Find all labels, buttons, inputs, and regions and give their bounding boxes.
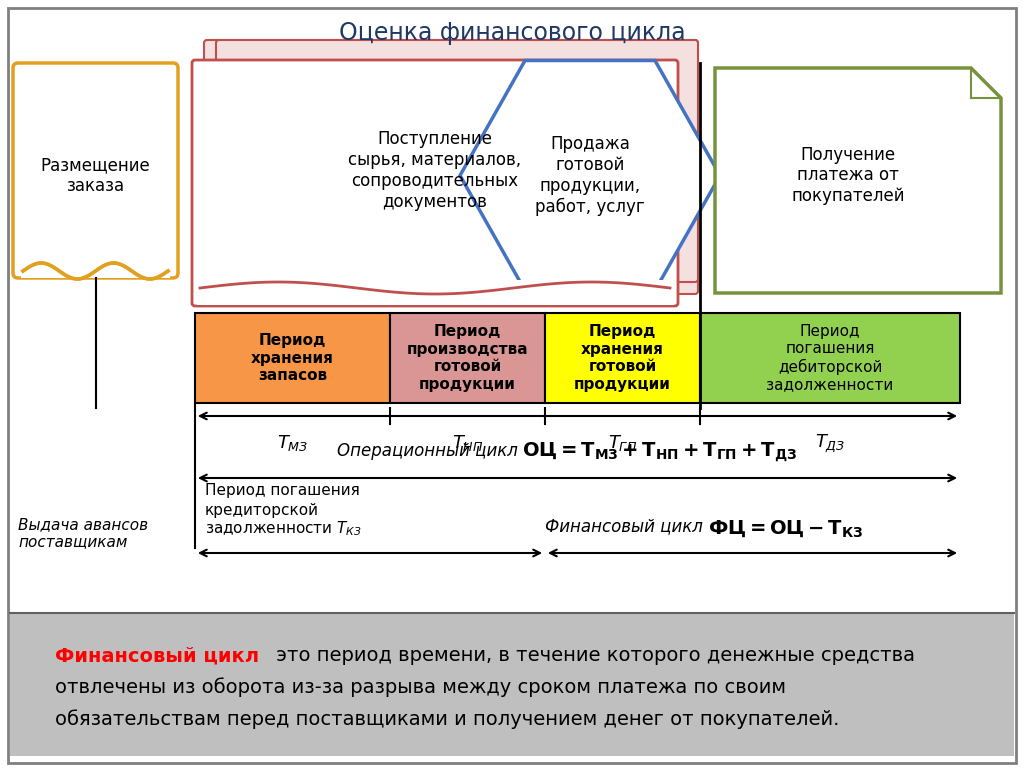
Bar — [10, 613, 1014, 756]
Text: отвлечены из оборота из-за разрыва между сроком платежа по своим: отвлечены из оборота из-за разрыва между… — [55, 677, 786, 697]
Bar — [700, 313, 961, 403]
FancyBboxPatch shape — [216, 40, 698, 282]
Text: Период
производства
готовой
продукции: Период производства готовой продукции — [407, 324, 528, 392]
Text: $T_{ДЗ}$: $T_{ДЗ}$ — [815, 432, 845, 454]
Text: кредиторской: кредиторской — [205, 503, 319, 518]
Bar — [10, 10, 1014, 611]
Text: $T_{НП}$: $T_{НП}$ — [452, 433, 483, 453]
Text: Период
хранения
готовой
продукции: Период хранения готовой продукции — [574, 324, 671, 392]
Text: это период времени, в течение которого денежные средства: это период времени, в течение которого д… — [270, 646, 915, 665]
Text: Операционный цикл: Операционный цикл — [337, 442, 517, 460]
Bar — [195, 313, 390, 403]
Text: Размещение
заказа: Размещение заказа — [41, 156, 151, 195]
Text: обязательствам перед поставщиками и получением денег от покупателей.: обязательствам перед поставщиками и полу… — [55, 710, 840, 730]
FancyBboxPatch shape — [204, 40, 698, 294]
Bar — [545, 313, 700, 403]
FancyBboxPatch shape — [13, 63, 178, 278]
Bar — [390, 313, 545, 403]
Text: Продажа
готовой
продукции,
работ, услуг: Продажа готовой продукции, работ, услуг — [536, 135, 645, 216]
Text: Финансовый цикл: Финансовый цикл — [545, 517, 702, 535]
Text: Поступление
сырья, материалов,
сопроводительных
документов: Поступление сырья, материалов, сопроводи… — [348, 131, 521, 210]
Polygon shape — [460, 61, 720, 290]
Text: Период погашения: Период погашения — [205, 483, 359, 498]
Text: $T_{ГП}$: $T_{ГП}$ — [608, 433, 637, 453]
Bar — [22, 248, 170, 278]
Text: Период
погашения
дебиторской
задолженности: Период погашения дебиторской задолженнос… — [766, 323, 894, 392]
Text: задолженности $T_{КЗ}$: задолженности $T_{КЗ}$ — [205, 519, 361, 538]
Text: Период
хранения
запасов: Период хранения запасов — [251, 333, 334, 383]
Text: Оценка финансового цикла: Оценка финансового цикла — [339, 21, 685, 45]
Polygon shape — [715, 68, 1001, 293]
Text: Получение
платежа от
покупателей: Получение платежа от покупателей — [792, 146, 905, 205]
Text: $T_{МЗ}$: $T_{МЗ}$ — [276, 433, 308, 453]
Text: Финансовый цикл: Финансовый цикл — [55, 646, 259, 665]
Text: $\mathbf{ФЦ=ОЦ-T_{КЗ}}$: $\mathbf{ФЦ=ОЦ-T_{КЗ}}$ — [708, 518, 863, 539]
Bar — [197, 280, 674, 305]
Text: $\mathbf{ОЦ = T_{МЗ}+T_{НП}+T_{ГП}+T_{ДЗ}}$: $\mathbf{ОЦ = T_{МЗ}+T_{НП}+T_{ГП}+T_{ДЗ… — [522, 440, 798, 463]
Text: Выдача авансов
поставщикам: Выдача авансов поставщикам — [18, 517, 148, 549]
FancyBboxPatch shape — [193, 60, 678, 306]
